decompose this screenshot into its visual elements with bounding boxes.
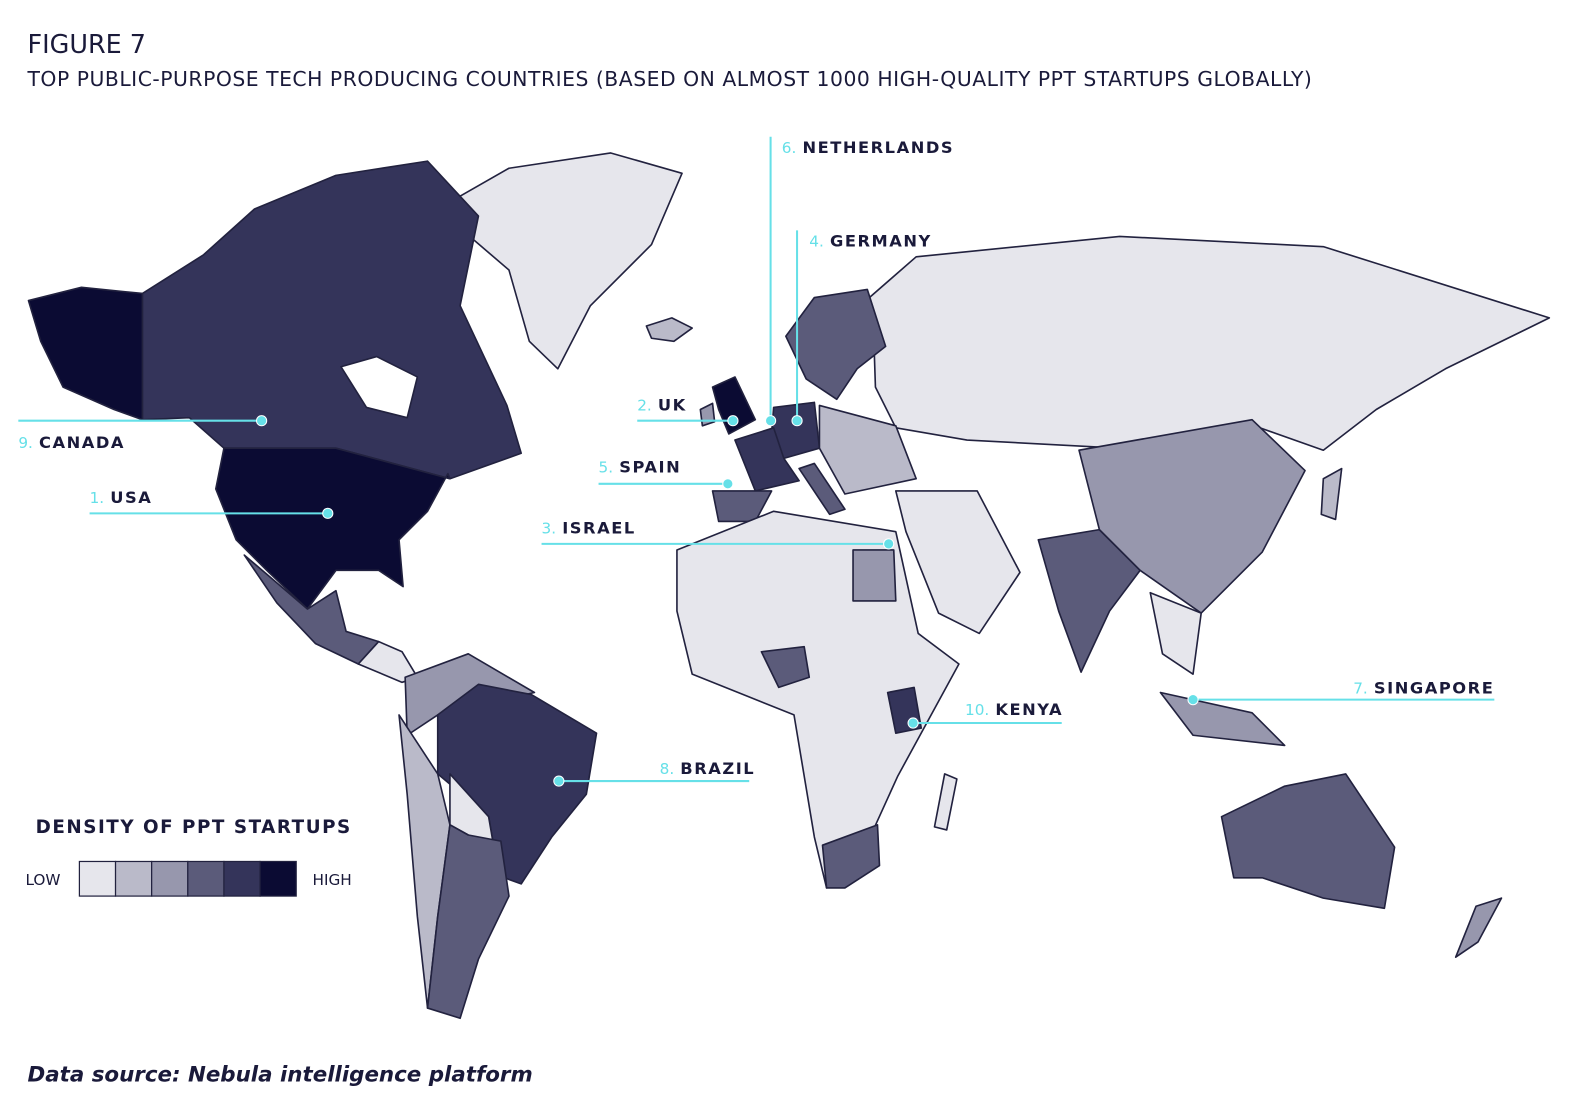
callout-label: 8. BRAZIL [660, 759, 756, 778]
callout-country: BRAZIL [680, 759, 755, 778]
usa [214, 447, 451, 610]
callout-dot [322, 507, 334, 519]
legend-high: HIGH [313, 871, 352, 889]
ireland [699, 402, 716, 427]
eastern-europe [818, 404, 917, 495]
russia-central-asia [859, 235, 1551, 452]
china [1078, 418, 1306, 614]
legend-swatch [78, 860, 117, 897]
callout-dot [722, 478, 734, 490]
legend-swatch [151, 860, 189, 897]
callout-country: KENYA [995, 700, 1063, 719]
hudson-bay [340, 355, 419, 419]
callout-dot [907, 717, 919, 729]
italy [798, 462, 846, 516]
callout-rank: 2. [637, 397, 652, 415]
callout-dot [727, 415, 739, 427]
callout-rank: 5. [599, 459, 614, 477]
callout-country: CANADA [39, 433, 125, 452]
nigeria [760, 645, 811, 689]
callout-label: 10. KENYA [965, 700, 1063, 719]
legend-swatch [223, 860, 261, 897]
callout-label: 6. NETHERLANDS [782, 138, 954, 157]
callout-country: SPAIN [619, 458, 681, 477]
callout-rank: 9. [18, 434, 33, 452]
canada [141, 160, 523, 480]
middle-east [894, 490, 1021, 635]
callout-rank: 7. [1353, 680, 1368, 698]
world-map [27, 152, 1551, 1020]
iceland [645, 317, 694, 343]
callout-country: UK [658, 396, 687, 415]
callout-rank: 1. [90, 489, 105, 507]
southeast-asia [1149, 591, 1202, 675]
callout-dot [791, 415, 803, 427]
legend-swatch [114, 860, 153, 897]
callout-label: 3. ISRAEL [542, 519, 636, 538]
central-america [357, 640, 419, 684]
callout-rank: 6. [782, 139, 797, 157]
callouts: 1. USA 2. UK 3. ISRAEL 4. GERMANY 5. SPAIN 6. NETHE… [18, 136, 1495, 787]
alaska [27, 286, 144, 421]
legend-swatch [259, 860, 297, 897]
figure-label: FIGURE 7 [27, 29, 145, 59]
callout-country: NETHERLANDS [802, 138, 954, 157]
legend-swatches [78, 860, 297, 897]
southern-africa [821, 824, 881, 889]
callout-country: SINGAPORE [1374, 679, 1494, 698]
legend-swatch [187, 860, 225, 897]
legend-low: LOW [25, 871, 60, 889]
greenland [436, 152, 683, 370]
callout-country: ISRAEL [562, 519, 636, 538]
callout-dot [883, 538, 895, 550]
scandinavia [785, 288, 887, 401]
japan [1320, 467, 1343, 521]
callout-rank: 10. [965, 701, 989, 719]
argentina [426, 824, 510, 1020]
callout-dot [256, 415, 268, 427]
egypt [852, 549, 897, 602]
callout-label: 2. UK [637, 396, 687, 415]
callout-label: 9. CANADA [18, 433, 125, 452]
callout-rank: 3. [542, 520, 557, 538]
callout-label: 5. SPAIN [599, 458, 682, 477]
callout-rank: 8. [660, 760, 675, 778]
legend-title: DENSITY OF PPT STARTUPS [36, 817, 352, 838]
callout-label: 4. GERMANY [809, 232, 932, 251]
source-note: Data source: Nebula intelligence platfor… [27, 1062, 532, 1087]
callout-label: 1. USA [90, 488, 153, 507]
callout-dot [553, 775, 565, 787]
new-zealand [1454, 897, 1503, 958]
callout-label: 7. SINGAPORE [1353, 679, 1494, 698]
callout-country: GERMANY [830, 232, 932, 251]
madagascar [933, 773, 958, 831]
callout-dot [764, 415, 777, 427]
callout-dot [1187, 694, 1199, 706]
indonesia [1159, 691, 1286, 747]
australia [1220, 773, 1396, 910]
callout-rank: 4. [809, 233, 824, 251]
france [734, 427, 800, 492]
callout-country: USA [110, 488, 152, 507]
figure-title: TOP PUBLIC-PURPOSE TECH PRODUCING COUNTR… [26, 67, 1312, 91]
